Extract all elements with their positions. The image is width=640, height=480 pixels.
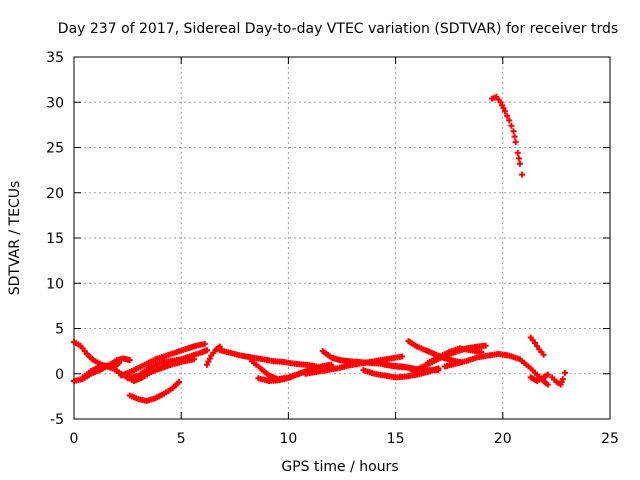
data-series	[489, 93, 526, 178]
data-point	[176, 378, 183, 385]
data-point	[399, 353, 406, 360]
data-point	[514, 149, 521, 156]
data-point	[203, 347, 210, 354]
data-point	[544, 371, 551, 378]
data-series	[203, 343, 223, 368]
data-point	[191, 356, 198, 363]
data-series	[71, 355, 133, 384]
data-point	[435, 367, 442, 374]
grid	[74, 57, 610, 419]
data-series	[118, 340, 208, 379]
data-point	[508, 122, 515, 129]
y-tick-label: 0	[55, 367, 64, 383]
data-point	[206, 355, 213, 362]
data-point	[516, 160, 523, 167]
chart-title: Day 237 of 2017, Sidereal Day-to-day VTE…	[58, 21, 618, 37]
data-point	[506, 117, 513, 124]
x-axis-label: GPS time / hours	[281, 459, 398, 475]
data-series	[126, 378, 183, 404]
data-point	[482, 342, 489, 349]
data-point	[201, 340, 208, 347]
data-point	[515, 155, 522, 162]
y-tick-label: 5	[55, 322, 64, 338]
data-point	[501, 108, 508, 115]
data-series	[549, 369, 568, 388]
data-point	[203, 361, 210, 368]
data-point	[561, 369, 568, 376]
x-tick-label: 20	[494, 431, 512, 447]
data-series	[216, 347, 320, 370]
data-series	[424, 345, 485, 366]
data-point	[126, 357, 133, 364]
data-series	[527, 371, 551, 384]
y-tick-label: 25	[46, 141, 64, 157]
data-series	[139, 356, 198, 379]
x-tick-label: 0	[70, 431, 79, 447]
data-point	[534, 343, 541, 350]
x-tick-label: 5	[177, 431, 186, 447]
data-point	[531, 339, 538, 346]
y-tick-label: 10	[46, 276, 64, 292]
data-point	[504, 112, 511, 119]
data-point	[497, 99, 504, 106]
data-point	[500, 105, 507, 112]
y-tick-label: -5	[50, 412, 64, 428]
y-tick-label: 30	[46, 95, 64, 111]
data-point	[499, 102, 506, 109]
x-tick-label: 10	[279, 431, 297, 447]
data-point	[510, 128, 517, 135]
data-point	[559, 376, 566, 383]
x-tick-label: 25	[601, 431, 619, 447]
y-tick-label: 35	[46, 50, 64, 66]
data-series	[527, 334, 547, 358]
y-axis-label: SDTVAR / TECUs	[7, 181, 23, 296]
data-series	[71, 339, 123, 372]
data-point	[519, 171, 526, 178]
y-tick-label: 15	[46, 231, 64, 247]
data-point	[512, 139, 519, 146]
y-tick-label: 20	[46, 186, 64, 202]
data-point	[544, 381, 551, 388]
axis-ticks: 0 5 10 15 20 25 -5 0 5 10 15 20 25 30 35	[46, 50, 619, 447]
data-point	[540, 351, 547, 358]
data-point	[511, 133, 518, 140]
data-points	[71, 93, 568, 404]
data-series	[441, 350, 551, 388]
data-point	[205, 358, 212, 365]
x-tick-label: 15	[387, 431, 405, 447]
